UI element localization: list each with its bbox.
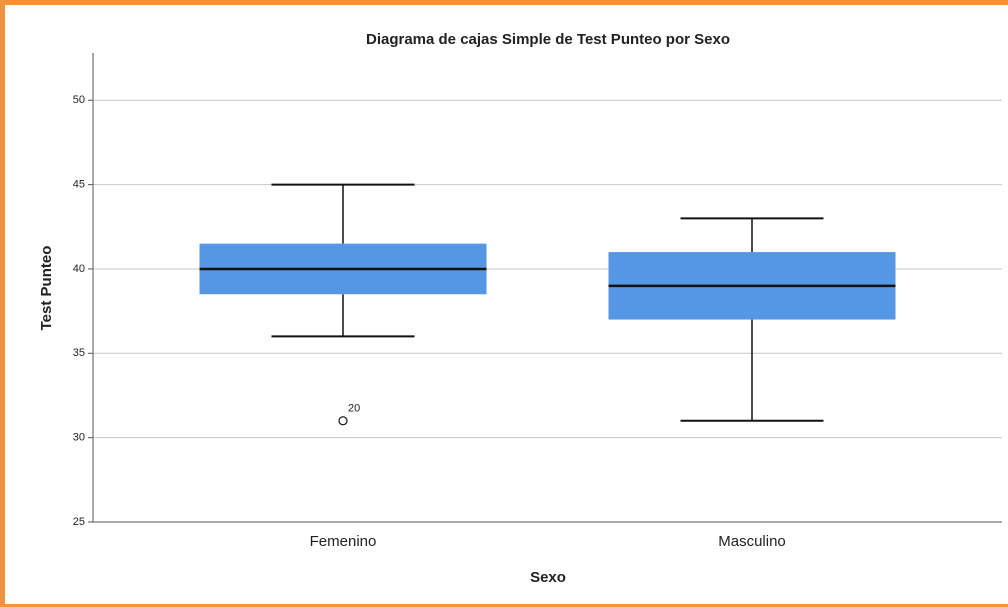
chart-title: Diagrama de cajas Simple de Test Punteo … xyxy=(366,31,730,48)
y-tick-label: 35 xyxy=(73,347,85,359)
x-tick-label: Femenino xyxy=(310,533,377,550)
y-tick-label: 30 xyxy=(73,432,85,444)
x-tick-label: Masculino xyxy=(718,533,786,550)
y-axis-label: Test Punteo xyxy=(38,246,55,331)
x-axis-label: Sexo xyxy=(530,569,566,586)
outlier-label: 20 xyxy=(348,403,360,415)
y-tick-label: 45 xyxy=(73,178,85,190)
y-tick-label: 50 xyxy=(73,94,85,106)
outlier xyxy=(338,416,348,426)
y-tick-label: 25 xyxy=(73,516,85,528)
y-tick-label: 40 xyxy=(73,263,85,275)
